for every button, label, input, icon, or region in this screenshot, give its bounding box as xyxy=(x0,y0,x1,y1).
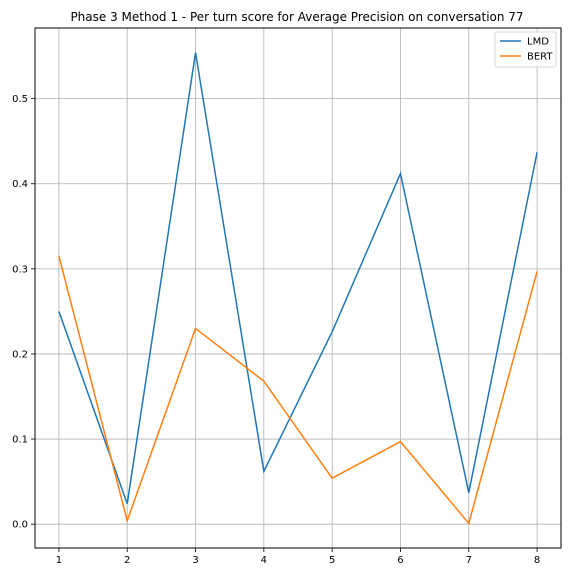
y-tick-label: 0.1 xyxy=(12,435,28,446)
x-tick-label: 2 xyxy=(124,555,130,566)
y-tick-label: 0.5 xyxy=(12,94,28,105)
grid xyxy=(35,28,561,548)
x-tick-label: 5 xyxy=(329,555,335,566)
x-tick-label: 6 xyxy=(397,555,403,566)
series-line-bert xyxy=(58,255,538,525)
series-line-lmd xyxy=(58,52,538,504)
legend-label-bert: BERT xyxy=(527,52,553,63)
legend-label-lmd: LMD xyxy=(527,37,549,48)
x-tick-label: 1 xyxy=(56,555,62,566)
x-tick-label: 7 xyxy=(466,555,472,566)
x-tick-label: 3 xyxy=(192,555,198,566)
y-tick-label: 0.0 xyxy=(12,520,28,531)
chart-title: Phase 3 Method 1 - Per turn score for Av… xyxy=(70,10,523,24)
y-tick-label: 0.2 xyxy=(12,349,28,360)
y-tick-label: 0.4 xyxy=(12,179,28,190)
y-tick-label: 0.3 xyxy=(12,264,28,275)
legend: LMD BERT xyxy=(494,31,557,68)
x-tick-label: 8 xyxy=(534,555,540,566)
plot-frame xyxy=(34,27,562,549)
series-layer xyxy=(58,52,538,525)
axis-ticks: 1 2 3 4 5 6 7 8 0.0 0.1 0.2 0.3 0.4 0.5 xyxy=(12,94,540,566)
x-tick-label: 4 xyxy=(261,555,267,566)
